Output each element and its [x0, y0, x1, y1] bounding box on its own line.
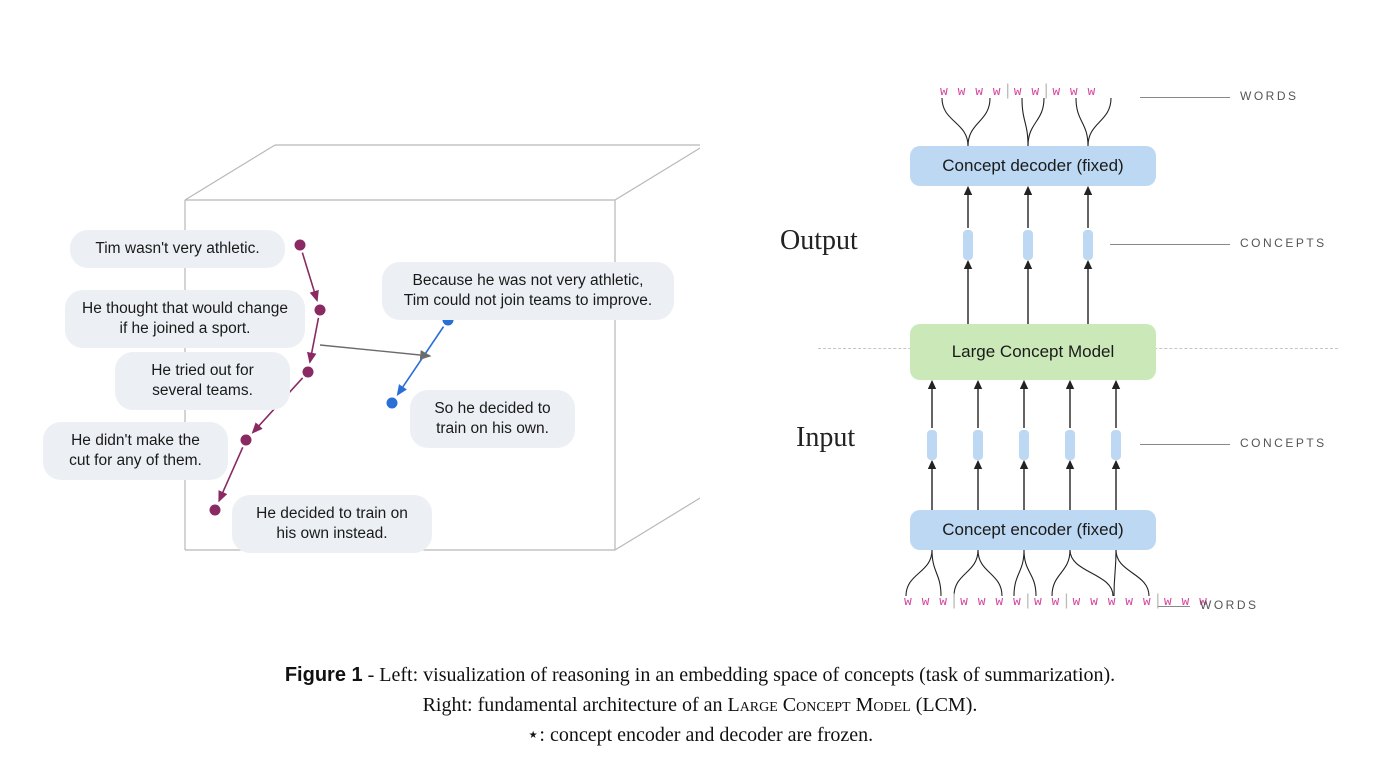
- right-arrows-svg: [740, 40, 1380, 630]
- group-label: WORDS: [1240, 89, 1299, 103]
- concept-bubble: He tried out for several teams.: [115, 352, 290, 410]
- caption-line2b: (LCM).: [911, 694, 978, 716]
- concept-bubble: He decided to train on his own instead.: [232, 495, 432, 553]
- caption-line2a: Right: fundamental architecture of an: [423, 694, 728, 716]
- concept-chip: [1019, 430, 1029, 460]
- leader-line: [1140, 97, 1230, 98]
- concept-chip: [927, 430, 937, 460]
- concept-bubble: He didn't make the cut for any of them.: [43, 422, 228, 480]
- lcm-architecture-diagram: Output Input Concept decoder (fixed) Lar…: [740, 40, 1380, 630]
- caption-line1: - Left: visualization of reasoning in an…: [363, 664, 1116, 686]
- concept-chip: [973, 430, 983, 460]
- concept-chip: [1111, 430, 1121, 460]
- figure-caption: Figure 1 - Left: visualization of reason…: [0, 660, 1400, 750]
- concept-chip: [963, 230, 973, 260]
- word-token-row: w w w w|w w|w w w: [940, 82, 1096, 100]
- leader-line: [1158, 606, 1190, 607]
- concept-chip: [1023, 230, 1033, 260]
- concept-bubble: He thought that would change if he joine…: [65, 290, 305, 348]
- concept-bubble: Because he was not very athletic, Tim co…: [382, 262, 674, 320]
- concept-chip: [1065, 430, 1075, 460]
- concept-chip: [1083, 230, 1093, 260]
- group-label: CONCEPTS: [1240, 436, 1327, 450]
- group-label: WORDS: [1200, 598, 1259, 612]
- caption-line3: ⋆: concept encoder and decoder are froze…: [0, 720, 1400, 750]
- leader-line: [1140, 444, 1230, 445]
- leader-line: [1110, 244, 1230, 245]
- word-token-row: w w w|w w w w|w w|w w w w w|w w w: [904, 592, 1208, 610]
- group-label: CONCEPTS: [1240, 236, 1327, 250]
- figure-number: Figure 1: [285, 664, 363, 686]
- caption-line2-sc: Large Concept Model: [727, 694, 910, 716]
- embedding-space-diagram: Tim wasn't very athletic. He thought that…: [0, 40, 700, 620]
- concept-bubble: Tim wasn't very athletic.: [70, 230, 285, 268]
- concept-bubble: So he decided to train on his own.: [410, 390, 575, 448]
